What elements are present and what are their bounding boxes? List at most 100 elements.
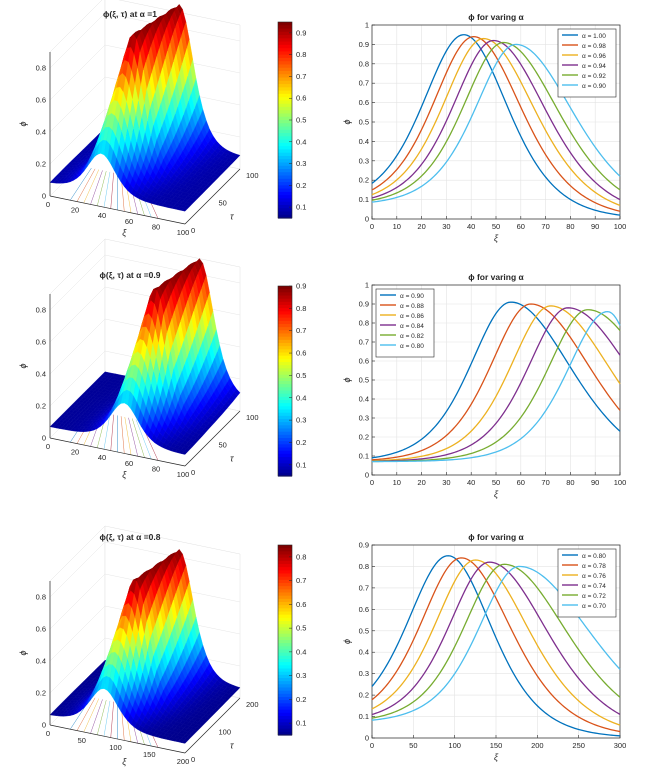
colorbar-segment	[278, 51, 292, 56]
z-tick-label: 0	[42, 192, 46, 201]
colorbar-segment	[278, 557, 292, 562]
floor-contour	[70, 167, 92, 201]
y-tick-label: 0.4	[359, 137, 369, 146]
colorbar-segment	[278, 655, 292, 660]
colorbar-segment	[278, 292, 292, 297]
z-tick-label: 0	[42, 721, 46, 730]
x-tick-label: 10	[393, 478, 401, 487]
colorbar-tick-label: 0.7	[296, 326, 306, 335]
x-tick-label: 80	[566, 478, 574, 487]
colorbar-segment	[278, 396, 292, 401]
y-tick-label: 0.4	[359, 395, 369, 404]
colorbar-segment	[278, 333, 292, 338]
floor-contour	[110, 414, 114, 451]
y-tick-label: 0.1	[359, 195, 369, 204]
legend-entry: α = 0.86	[400, 313, 424, 320]
y-tick-label: 0.2	[359, 691, 369, 700]
colorbar-segment	[278, 548, 292, 552]
legend-entry: α = 0.82	[400, 333, 424, 340]
colorbar-segment	[278, 731, 292, 736]
colorbar-segment	[278, 204, 292, 209]
x-tick-label: 0	[370, 222, 374, 231]
tau-tick-label: 0	[191, 755, 195, 764]
series-line-4	[371, 563, 621, 719]
colorbar-segment	[278, 301, 292, 306]
colorbar-segment	[278, 103, 292, 108]
x-tick-label: 70	[541, 222, 549, 231]
colorbar-tick-label: 0.9	[296, 28, 306, 37]
colorbar-segment	[278, 61, 292, 66]
xi-tick-label: 200	[177, 757, 190, 766]
colorbar-segment	[278, 162, 292, 167]
colorbar-segment	[278, 349, 292, 354]
xi-axis	[49, 195, 186, 225]
colorbar-segment	[278, 570, 292, 575]
colorbar-segment	[278, 324, 292, 328]
y-tick-label: 0.8	[359, 319, 369, 328]
y-tick-label: 0.7	[359, 583, 369, 592]
z-axis-label: ϕ	[18, 363, 28, 368]
colorbar-segment	[278, 447, 292, 452]
xi-axis	[49, 724, 186, 754]
series-line-1	[371, 35, 621, 212]
colorbar-segment	[278, 305, 292, 309]
xi-tick-label: 0	[46, 200, 50, 209]
colorbar-segment	[278, 289, 292, 293]
legend-entry: α = 0.70	[582, 603, 606, 610]
colorbar-segment	[278, 172, 292, 177]
surface-mesh	[49, 549, 241, 744]
colorbar-tick-label: 0.3	[296, 159, 306, 168]
colorbar-segment	[278, 185, 292, 190]
colorbar-tick-label: 0.2	[296, 181, 306, 190]
colorbar-segment	[278, 208, 292, 213]
colorbar-segment	[278, 80, 292, 85]
y-tick-label: 0.3	[359, 156, 369, 165]
x-tick-label: 20	[417, 478, 425, 487]
colorbar-segment	[278, 191, 292, 196]
colorbar-segment	[278, 722, 292, 727]
y-tick-label: 0.3	[359, 414, 369, 423]
z-tick-label: 0.2	[36, 402, 46, 411]
floor-contour	[135, 419, 152, 460]
colorbar-segment	[278, 725, 292, 730]
xi-axis-label: ξ	[122, 469, 127, 479]
tau-axis	[184, 168, 241, 225]
colorbar-segment	[278, 586, 292, 590]
floor-contour	[124, 416, 132, 455]
chart-title: ϕ for varing α	[468, 532, 524, 542]
legend-entry: α = 0.74	[582, 583, 606, 590]
xi-tick-label: 100	[177, 228, 190, 237]
colorbar-tick-label: 0.3	[296, 671, 306, 680]
colorbar-segment	[278, 57, 292, 62]
colorbar-frame	[277, 285, 293, 477]
xi-tick-label: 60	[125, 217, 133, 226]
colorbar-segment	[278, 71, 292, 75]
legend-entry: α = 0.80	[400, 343, 424, 350]
colorbar-segment	[278, 690, 292, 695]
colorbar-segment	[278, 188, 292, 193]
x-tick-label: 10	[393, 222, 401, 231]
colorbar-segment	[278, 646, 292, 651]
series-line-2	[371, 37, 621, 207]
floor-contour	[90, 170, 103, 205]
y-tick-label: 0.1	[359, 712, 369, 721]
colorbar-segment	[278, 74, 292, 79]
colorbar-segment	[278, 211, 292, 216]
xi-tick-label: 80	[152, 464, 160, 473]
colorbar-segment	[278, 728, 292, 733]
colorbar-segment	[278, 425, 292, 430]
colorbar-segment	[278, 608, 292, 613]
tau-tick-label: 50	[219, 441, 227, 450]
colorbar-tick-label: 0.5	[296, 116, 306, 125]
floor-contour	[83, 698, 100, 733]
colorbar-segment	[278, 106, 292, 111]
y-tick-label: 0.8	[359, 59, 369, 68]
tau-tick-label: 200	[246, 700, 259, 709]
colorbar-frame	[277, 544, 293, 736]
z-tick-label: 0.8	[36, 593, 46, 602]
colorbar-segment	[278, 358, 292, 363]
y-tick-label: 0.2	[359, 176, 369, 185]
x-tick-label: 50	[492, 222, 500, 231]
y-tick-label: 1	[365, 281, 369, 290]
colorbar-segment	[278, 320, 292, 325]
